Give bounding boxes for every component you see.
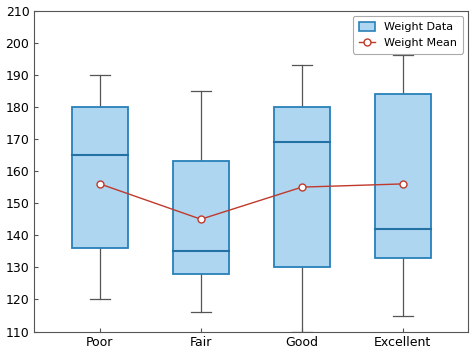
Bar [274, 107, 329, 267]
Bar [375, 94, 430, 258]
Legend: Weight Data, Weight Mean: Weight Data, Weight Mean [353, 16, 463, 54]
Bar [72, 107, 128, 248]
Bar [173, 162, 228, 274]
